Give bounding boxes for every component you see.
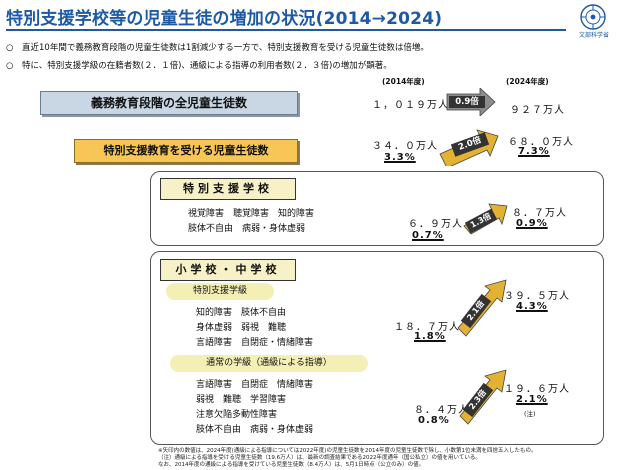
compulsory-2014-value: １，０１９万人 (372, 100, 449, 111)
bullet-summary-2: ○ 特に、特別支援学級の在籍者数(２．１倍)、通級による指導の利用者数(２．３倍)… (6, 59, 392, 71)
special-class-disabilities-line-3: 言語障害 自閉症・情緒障害 (196, 338, 314, 348)
ministry-logo-text: 文部科学省 (578, 32, 609, 39)
resource-room-2024-pct: 2.1% (516, 394, 548, 405)
bullet-text: 直近10年間で義務教育段階の児童生徒数は1割減少する一方で、特別支援教育を受ける… (22, 43, 429, 53)
resource-room-disabilities-line-3: 注意欠陥多動性障害 (196, 410, 278, 420)
footnote-2: （注）通級による指導を受ける児童生徒数（19.6万人）は、最新の調査結果である2… (158, 455, 481, 461)
resource-room-pct-note-mark: (注) (524, 410, 536, 418)
resource-room-disabilities-line-4: 肢体不自由 病弱・身体虚弱 (196, 425, 314, 435)
special-education-total-label: 特別支援教育を受ける児童生徒数 (74, 139, 298, 163)
resource-room-label: 通常の学級（通級による指導） (170, 355, 368, 372)
special-class-disabilities-line-1: 知的障害 肢体不自由 (196, 308, 287, 318)
special-class-2014-value: １８．７万人 (394, 322, 460, 333)
resource-room-disabilities-line-2: 弱視 難聴 学習障害 (196, 395, 287, 405)
special-school-2014-value: ６．９万人 (408, 219, 463, 230)
bullet-summary-1: ○ 直近10年間で義務教育段階の児童生徒数は1割減少する一方で、特別支援教育を受け… (6, 41, 429, 53)
compulsory-total-label: 義務教育段階の全児童生徒数 (40, 91, 298, 115)
compulsory-2024-value: ９２７万人 (510, 105, 565, 116)
bullet-mark: ○ (6, 61, 14, 71)
year-header-2024: (2024年度) (506, 77, 549, 86)
special-total-2024-pct: 7.3% (518, 146, 550, 157)
special-class-2014-pct: 1.8% (414, 331, 446, 342)
special-class-2024-value: ３９．５万人 (504, 291, 570, 302)
compulsory-ratio-badge: 0.9倍 (449, 96, 485, 108)
special-total-2014-pct: 3.3% (384, 152, 416, 163)
title-underline (6, 29, 566, 31)
special-school-title: 特別支援学校 (160, 178, 296, 200)
footnote-3: なお、2014年度の通級による指導を受けている児童生徒数（8.4万人）は、5月1… (158, 462, 425, 468)
page-title: 特別支援学校等の児童生徒の増加の状況(2014→2024) (6, 9, 443, 29)
special-school-2024-value: ８．７万人 (512, 208, 567, 219)
resource-room-2014-pct: 0.8% (418, 415, 450, 426)
ministry-emblem-icon (580, 4, 606, 30)
special-school-2014-pct: 0.7% (412, 230, 444, 241)
special-total-2014-value: ３４．０万人 (372, 141, 438, 152)
special-class-2024-pct: 4.3% (516, 301, 548, 312)
resource-room-2024-value: １９．６万人 (504, 384, 570, 395)
elem-junior-title: 小学校・中学校 (160, 259, 296, 281)
bullet-text: 特に、特別支援学級の在籍者数(２．１倍)、通級による指導の利用者数(２．３倍)の… (22, 61, 392, 71)
special-class-disabilities-line-2: 身体虚弱 弱視 難聴 (196, 323, 287, 333)
special-school-disabilities-line-1: 視覚障害 聴覚障害 知的障害 (188, 209, 315, 219)
special-school-disabilities-line-2: 肢体不自由 病弱・身体虚弱 (188, 224, 306, 234)
special-total-2024-value: ６８．０万人 (508, 137, 574, 148)
footnote-1: ※矢印内の数値は、2024年度(通級による指導については2022年度)の児童生徒… (158, 448, 537, 454)
year-header-2014: (2014年度) (382, 77, 425, 86)
bullet-mark: ○ (6, 43, 14, 53)
special-class-label: 特別支援学級 (166, 283, 274, 300)
special-school-2024-pct: 0.9% (516, 218, 548, 229)
resource-room-2014-value: ８．４万人 (414, 405, 469, 416)
resource-room-disabilities-line-1: 言語障害 自閉症 情緒障害 (196, 380, 314, 390)
